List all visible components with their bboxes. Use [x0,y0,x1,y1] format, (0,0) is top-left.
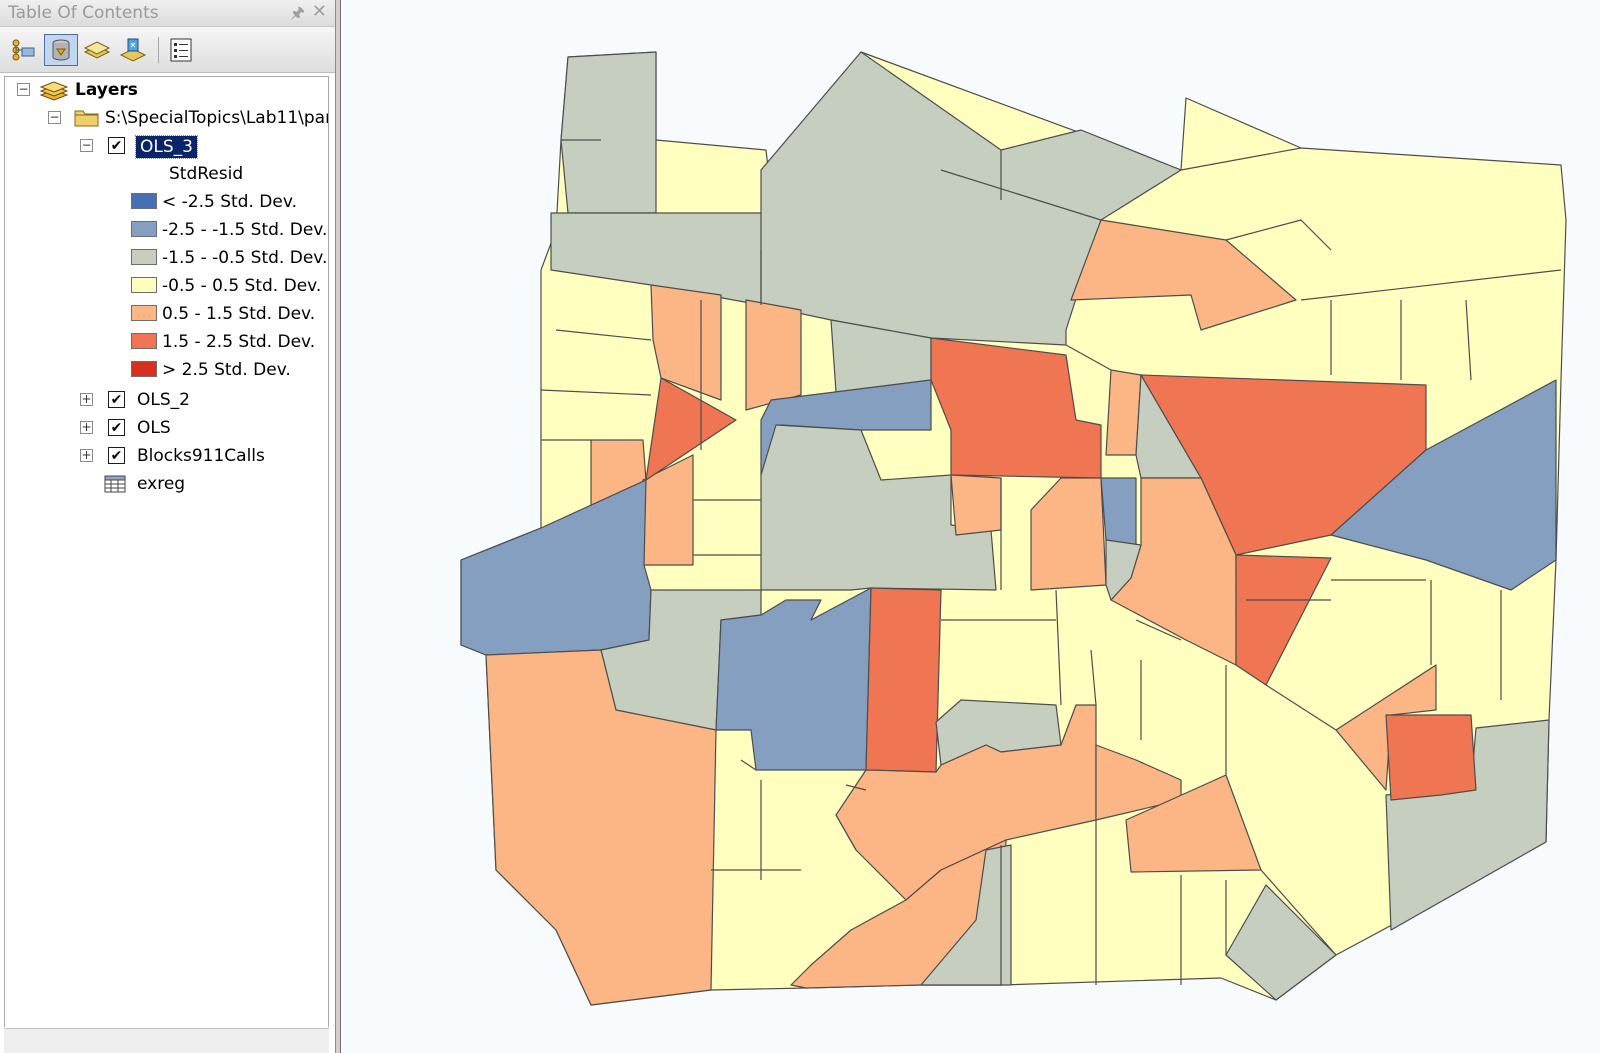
legend-swatch [131,361,157,377]
pin-icon[interactable]: 🖈︎ [290,3,305,22]
layer-blocks911calls-label[interactable]: Blocks911Calls [137,446,265,466]
ols3-visibility-checkbox[interactable]: ✔ [108,137,125,154]
map-polygon [645,377,737,481]
legend-label: > 2.5 Std. Dev. [162,360,291,380]
map-polygon [950,474,1002,536]
toc-horizontal-scrollbar[interactable] [4,1028,329,1053]
map-polygon [1095,744,1182,821]
legend-label: < -2.5 Std. Dev. [162,192,297,212]
legend-swatch [131,249,157,265]
map-polygon [1330,379,1557,591]
map-polygon [760,424,997,591]
map-polygon [920,844,1012,986]
layer-ols2-label[interactable]: OLS_2 [137,390,190,410]
layer-ols-label[interactable]: OLS [137,418,171,438]
options-button[interactable] [164,34,198,66]
map-polygon [485,649,717,1006]
list-by-source-button[interactable] [44,34,78,66]
ols-visibility-checkbox[interactable]: ✔ [108,419,125,436]
folder-collapse-toggle[interactable]: − [48,110,61,124]
map-canvas[interactable] [341,0,1600,1053]
toc-title: Table Of Contents [8,3,159,23]
layer-tree: − Layers − S:\SpecialTopics\Lab11\part −… [4,76,329,1027]
list-by-selection-button[interactable] [116,34,150,66]
table-exreg-label[interactable]: exreg [137,474,186,494]
map-polygon [1030,477,1107,591]
map-polygon [1385,714,1477,801]
ols-expand-toggle[interactable]: + [80,420,93,434]
legend-swatch [131,305,157,321]
legend-swatch [131,193,157,209]
legend-label: 1.5 - 2.5 Std. Dev. [162,332,316,352]
list-by-visibility-button[interactable] [80,34,114,66]
layer-ols3-label[interactable]: OLS_3 [135,135,198,159]
table-of-contents-panel: Table Of Contents 🖈︎ ✕ [0,0,336,1053]
source-icon [52,39,70,61]
legend-label: 0.5 - 1.5 Std. Dev. [162,304,316,324]
blocks-expand-toggle[interactable]: + [80,448,93,462]
folder-path-label[interactable]: S:\SpecialTopics\Lab11\part [105,108,329,128]
options-icon [170,38,192,62]
drawing-order-icon [12,39,35,61]
legend-label: -0.5 - 0.5 Std. Dev. [162,276,322,296]
map-polygon [865,587,942,773]
map-view[interactable] [340,0,1600,1053]
blocks-visibility-checkbox[interactable]: ✔ [108,447,125,464]
map-polygon [650,284,722,401]
layers-icon [39,81,69,101]
table-icon [104,475,126,493]
toc-toolbar [0,27,335,73]
legend-swatch [131,333,157,349]
list-by-drawing-order-button[interactable] [6,34,40,66]
map-boundary [540,139,1562,985]
map-polygon [560,51,657,214]
ols2-expand-toggle[interactable]: + [80,392,93,406]
layers-collapse-toggle[interactable]: − [17,82,30,96]
toolbar-separator [158,37,159,63]
toc-title-bar: Table Of Contents 🖈︎ ✕ [0,0,335,27]
folder-icon [74,110,99,127]
legend-swatch [131,221,157,237]
map-polygon [1105,539,1142,601]
selection-icon [119,38,147,62]
legend-label: -1.5 - -0.5 Std. Dev. [162,248,328,268]
ols2-visibility-checkbox[interactable]: ✔ [108,391,125,408]
visibility-icon [83,41,111,59]
legend-field-label: StdResid [169,164,244,184]
map-polygon [1105,369,1142,456]
layers-root-label[interactable]: Layers [75,80,138,100]
map-polygon [745,299,802,411]
legend-label: -2.5 - -1.5 Std. Dev. [162,220,328,240]
map-polygon [1100,477,1137,546]
legend-swatch [131,277,157,293]
ols3-collapse-toggle[interactable]: − [80,138,93,152]
map-polygon [1335,664,1437,791]
close-icon[interactable]: ✕ [311,1,327,22]
